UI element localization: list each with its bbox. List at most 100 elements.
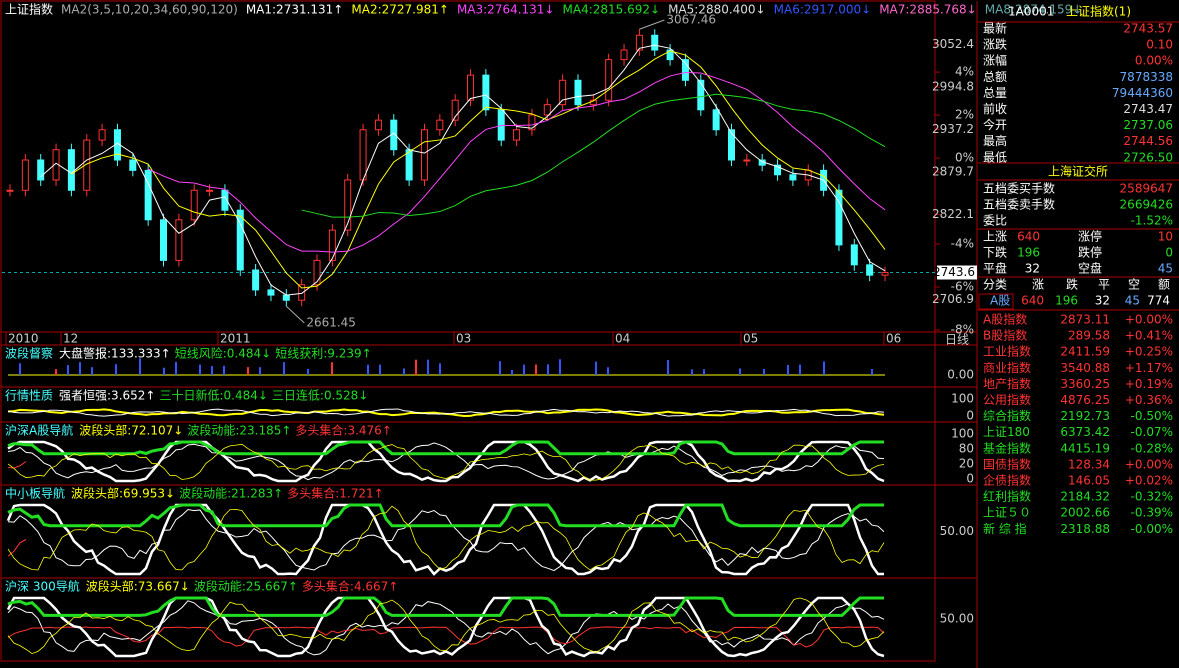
candle <box>236 209 244 271</box>
table-cell: 774 <box>1147 294 1170 308</box>
index-name: 工业指数 <box>983 344 1031 359</box>
indicator-line <box>7 505 885 571</box>
candle <box>850 244 858 266</box>
ma-legend: MA8:2874.159↓ <box>985 3 1083 17</box>
candle <box>420 129 428 181</box>
panel-item: 波段头部:72.107↓ <box>79 423 183 438</box>
panel-axis-label: 50.00 <box>940 612 974 626</box>
stock-name: 上证指数(1) <box>1066 4 1131 19</box>
period-label: 日线 <box>945 333 969 347</box>
ma-legend: MA4:2815.692↓ <box>563 3 661 17</box>
index-name: 综合指数 <box>983 408 1031 423</box>
candle <box>21 159 29 191</box>
index-change: +0.41% <box>1125 329 1173 343</box>
panel-item: 波段头部:73.667↓ <box>86 579 190 594</box>
quote-value: 2737.06 <box>1123 118 1173 132</box>
indicator-line <box>6 503 884 576</box>
candle <box>6 189 14 192</box>
indicator-line <box>7 597 885 655</box>
candle <box>712 109 720 131</box>
chart-title: 上证指数 <box>5 2 53 17</box>
candle <box>497 109 505 141</box>
index-change: +0.00% <box>1125 457 1173 471</box>
index-change: +0.02% <box>1125 474 1173 488</box>
moving-average <box>301 93 886 218</box>
candle <box>313 259 321 286</box>
pct-tick-label: -4% <box>951 237 974 251</box>
index-name: 新 综 指 <box>983 521 1027 536</box>
quote-label: 涨幅 <box>983 53 1007 68</box>
index-value: 128.34 <box>1068 457 1110 471</box>
pct-tick-label: -6% <box>951 280 974 294</box>
last-price-label: 2743.6 <box>933 265 975 279</box>
index-change: +0.36% <box>1125 393 1173 407</box>
panel-item: 三日连低:0.528↓ <box>272 388 368 403</box>
index-name: 红利指数 <box>983 489 1031 504</box>
quote-label: 总量 <box>983 86 1007 100</box>
indicator-line <box>7 503 884 528</box>
table-cell: 640 <box>1021 294 1044 308</box>
date-label: 05 <box>743 332 758 346</box>
quote-label: 最高 <box>983 133 1007 148</box>
candle <box>175 219 183 261</box>
y-tick-label: 2937.2 <box>932 122 974 136</box>
stat-value: 0 <box>1165 246 1173 260</box>
candle <box>144 169 152 221</box>
panel-title: 中小板导航 <box>5 486 65 501</box>
candle <box>482 74 490 111</box>
index-value: 2002.66 <box>1060 506 1110 520</box>
panel-axis-label: 80 <box>959 442 974 456</box>
candle <box>605 59 613 101</box>
tab-highlight <box>978 293 1014 310</box>
candle <box>451 99 459 121</box>
panel-separators <box>1 21 1179 579</box>
quote-value: 79444360 <box>1112 86 1173 100</box>
index-change: +1.17% <box>1125 361 1173 375</box>
index-value: 146.05 <box>1068 474 1110 488</box>
quote-label: 涨跌 <box>983 37 1007 52</box>
stat-value: 10 <box>1158 230 1173 244</box>
candle <box>651 34 659 51</box>
candle <box>405 149 413 181</box>
index-value: 4415.19 <box>1060 441 1110 455</box>
quote-value: 2743.57 <box>1123 22 1173 36</box>
candle <box>681 59 689 81</box>
order-value: -1.52% <box>1131 214 1173 228</box>
stat-label: 涨停 <box>1078 229 1102 244</box>
indicator-line <box>7 440 885 483</box>
candle <box>221 189 229 211</box>
candle <box>267 289 275 296</box>
stat-label: 空盘 <box>1078 261 1102 276</box>
index-value: 2873.11 <box>1060 313 1110 327</box>
indicator-line <box>7 596 884 617</box>
panel-item: 波段动能:21.283↑ <box>179 486 283 501</box>
candle <box>374 119 382 131</box>
indicator-line <box>7 442 885 481</box>
quote-label: 总额 <box>983 70 1007 84</box>
panel-item: 波段头部:69.953↓ <box>71 486 175 501</box>
stat-value: 196 <box>1017 246 1040 260</box>
panel-axis-label: 100 <box>951 392 974 406</box>
quote-value: 0.00% <box>1135 54 1173 68</box>
panel-item: 波段动能:25.667↑ <box>194 579 298 594</box>
candle <box>328 229 336 261</box>
panel-axis-label: 100 <box>951 427 974 441</box>
indicator-line <box>6 596 885 658</box>
table-header: 空 <box>1128 278 1140 292</box>
candle <box>528 114 536 131</box>
index-change: -0.32% <box>1131 490 1173 504</box>
pct-tick-label: 0% <box>955 151 974 165</box>
candle <box>635 34 643 51</box>
order-label: 五档委卖手数 <box>983 197 1055 212</box>
ma-legend: MA7:2885.768↓ <box>879 3 977 17</box>
candle <box>881 272 889 276</box>
panel-item: 波段动能:23.185↑ <box>187 423 291 438</box>
candle <box>727 129 735 161</box>
quote-value: 7878338 <box>1120 70 1173 84</box>
ma-legend: MA2:2727.981↑ <box>351 3 449 17</box>
index-change: -0.00% <box>1131 522 1173 536</box>
index-change: +0.19% <box>1125 377 1173 391</box>
panel-item: 多头集合:3.476↑ <box>295 423 391 438</box>
candle <box>67 149 75 191</box>
